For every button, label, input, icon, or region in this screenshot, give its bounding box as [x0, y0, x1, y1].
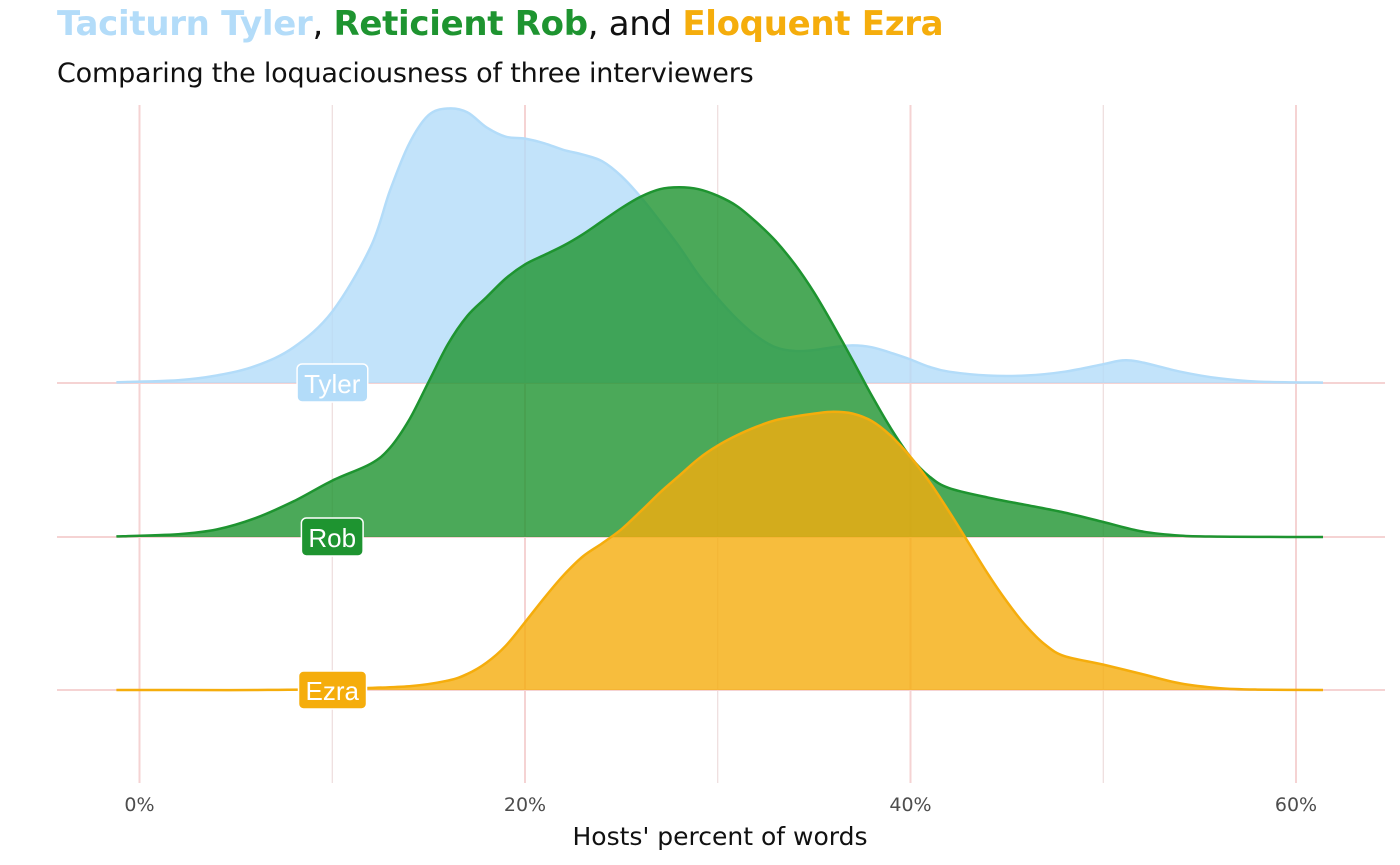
series-label-box-ezra [297, 670, 368, 710]
series-label-box-rob [300, 517, 364, 557]
title-part-ezra: Eloquent Ezra [682, 4, 944, 44]
density-area-tyler [116, 108, 1323, 384]
chart-title: Taciturn Tyler, Reticient Rob, and Eloqu… [57, 4, 944, 44]
series-label-rob: Rob [300, 517, 364, 557]
series-label-text-ezra: Ezra [306, 676, 360, 706]
density-area-rob [116, 187, 1323, 538]
series-label-text-tyler: Tyler [304, 369, 361, 399]
ridges-layer [116, 107, 1324, 692]
x-axis: 0% 20% 40% 60% [124, 794, 1317, 816]
title-part-rob: Reticient Rob [333, 4, 588, 44]
x-axis-title: Hosts' percent of words [573, 822, 868, 851]
x-tick-label: 20% [504, 794, 546, 816]
series-label-box-tyler [296, 363, 369, 403]
series-label-text-rob: Rob [308, 523, 356, 553]
series-labels-layer: Tyler Rob Ezra [296, 363, 369, 710]
density-line-rob [116, 186, 1324, 539]
title-part-sep-2: , and [587, 4, 683, 44]
series-label-ezra: Ezra [297, 670, 368, 710]
chart-subtitle: Comparing the loquaciousness of three in… [57, 58, 754, 89]
series-label-tyler: Tyler [296, 363, 369, 403]
x-tick-label: 40% [889, 794, 931, 816]
title-part-tyler: Taciturn Tyler [57, 4, 313, 44]
x-tick-label: 0% [124, 794, 154, 816]
title-part-sep-1: , [312, 4, 334, 44]
density-area-ezra [116, 411, 1323, 691]
density-line-ezra [116, 410, 1324, 692]
x-tick-label: 60% [1275, 794, 1317, 816]
